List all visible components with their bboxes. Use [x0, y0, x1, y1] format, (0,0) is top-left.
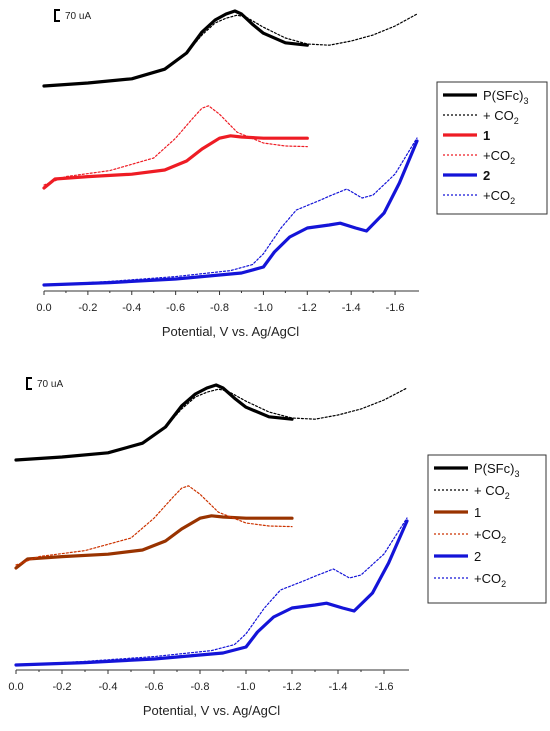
x-tick-label: -0.4: [99, 681, 118, 693]
legend-label-2: + CO2: [483, 108, 519, 126]
series-line-3: [14, 514, 294, 570]
x-tick-label: -1.0: [237, 681, 256, 693]
series-line-2: [43, 13, 418, 87]
x-axis-title: Potential, V vs. Ag/AgCl: [143, 703, 280, 718]
series-line-4: [15, 485, 293, 566]
scale-bar-bracket: [26, 377, 32, 390]
legend: P(SFc)3 + CO2 1 +CO2 2 +CO2: [427, 454, 547, 604]
x-tick-label: -0.6: [145, 681, 164, 693]
legend-label-3: 1: [474, 505, 481, 520]
legend-label-2: + CO2: [474, 483, 510, 501]
x-tick-label: -1.2: [298, 302, 317, 314]
series-line-1: [42, 9, 309, 88]
legend-label-1: P(SFc)3: [474, 461, 519, 479]
x-tick-label: -1.2: [283, 681, 302, 693]
series-line-5: [14, 519, 409, 667]
series-line-5: [42, 139, 419, 287]
x-tick-label: -0.4: [122, 302, 141, 314]
x-tick-label: -0.2: [53, 681, 72, 693]
x-tick-label: -1.0: [254, 302, 273, 314]
legend-label-5: 2: [474, 549, 481, 564]
series-line-1: [14, 383, 294, 462]
x-tick-label: -1.6: [386, 302, 405, 314]
x-tick-label: 0.0: [8, 681, 23, 693]
x-tick-label: -0.8: [210, 302, 229, 314]
legend-label-3: 1: [483, 128, 490, 143]
legend-label-4: +CO2: [483, 148, 515, 166]
scale-bar: 70 uA: [54, 9, 91, 22]
scale-bar-label: 70 uA: [37, 379, 63, 390]
series-line-6: [15, 517, 408, 666]
legend: P(SFc)3 + CO2 1 +CO2 2 +CO2: [436, 81, 548, 215]
x-tick-label: 0.0: [36, 302, 51, 314]
series-line-3: [42, 134, 309, 190]
chart-panel-1: 0.0 -0.2 -0.4 -0.6 -0.8 -1.0 -1.2 -1.4 -1.6 Poten…: [36, 9, 548, 339]
scale-bar-label: 70 uA: [65, 11, 91, 22]
legend-box: [436, 81, 548, 215]
legend-label-1: P(SFc)3: [483, 88, 528, 106]
series-line-4: [43, 105, 308, 186]
scale-bar: 70 uA: [26, 377, 63, 390]
x-tick-label: -1.6: [375, 681, 394, 693]
x-tick-label: -0.2: [78, 302, 97, 314]
chart-panel-2: 0.0 -0.2 -0.4 -0.6 -0.8 -1.0 -1.2 -1.4 -1.6 Poten…: [8, 377, 547, 718]
legend-label-6: +CO2: [483, 188, 515, 206]
x-tick-label: -0.8: [191, 681, 210, 693]
legend-label-5: 2: [483, 168, 490, 183]
legend-label-6: +CO2: [474, 571, 506, 589]
legend-label-4: +CO2: [474, 527, 506, 545]
series-line-2: [15, 387, 408, 461]
x-axis-title: Potential, V vs. Ag/AgCl: [162, 324, 299, 339]
series-line-6: [43, 137, 418, 286]
scale-bar-bracket: [54, 9, 60, 22]
x-tick-label: -1.4: [329, 681, 348, 693]
x-tick-label: -0.6: [166, 302, 185, 314]
x-tick-label: -1.4: [342, 302, 361, 314]
